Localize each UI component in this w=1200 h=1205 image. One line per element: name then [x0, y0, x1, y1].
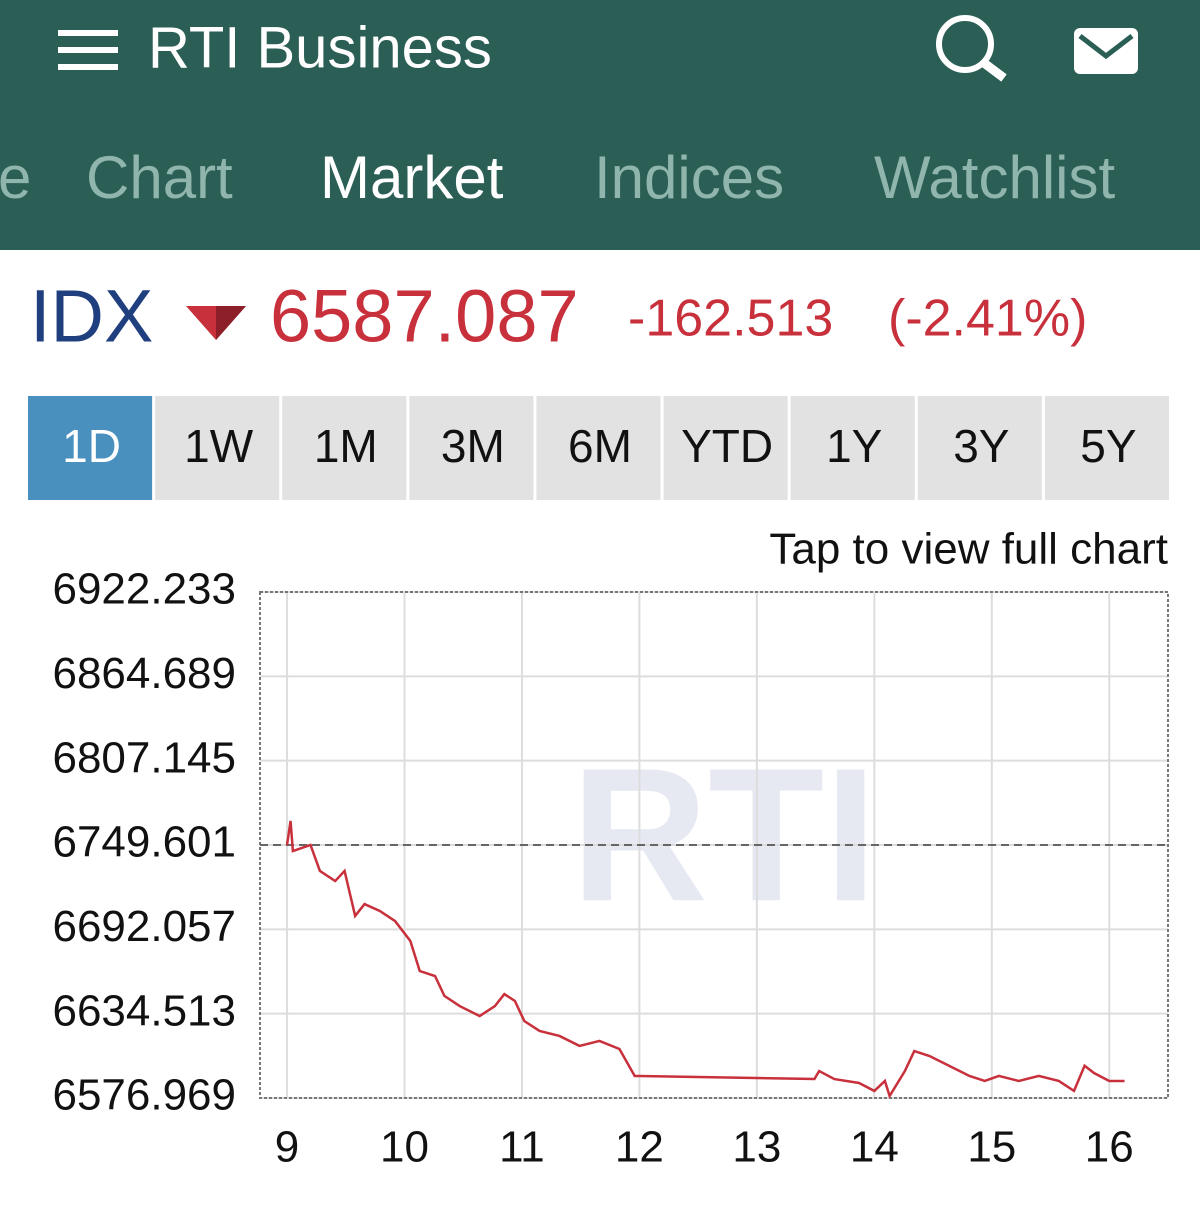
x-tick-label: 13	[732, 1123, 781, 1172]
nav-tab[interactable]: Market	[320, 144, 504, 211]
range-label: YTD	[681, 420, 773, 472]
x-tick-label: 12	[615, 1123, 664, 1172]
range-label: 1M	[314, 420, 378, 472]
watermark: RTI	[571, 729, 877, 941]
price-line	[285, 820, 1125, 1100]
search-icon[interactable]	[936, 15, 1007, 82]
range-button[interactable]	[1044, 396, 1169, 500]
range-button[interactable]	[790, 396, 915, 500]
y-tick-label: 6922.233	[52, 565, 236, 614]
app-title: RTI Business	[148, 15, 492, 80]
range-label: 3M	[441, 420, 505, 472]
range-button[interactable]	[282, 396, 407, 500]
nav-tab[interactable]: Watchlist	[874, 144, 1115, 211]
x-tick-label: 14	[850, 1123, 899, 1172]
y-tick-label: 6749.601	[52, 818, 236, 867]
menu-icon[interactable]	[58, 30, 118, 70]
range-label: 1D	[62, 420, 121, 472]
x-tick-label: 9	[275, 1123, 299, 1172]
range-button[interactable]	[155, 396, 280, 500]
y-tick-label: 6807.145	[52, 733, 236, 782]
symbol: IDX	[30, 275, 153, 358]
range-button[interactable]	[536, 396, 661, 500]
range-label: 1W	[184, 420, 254, 472]
down-arrow-shade	[216, 306, 246, 340]
range-label: 1Y	[826, 420, 882, 472]
x-tick-label: 15	[967, 1123, 1016, 1172]
y-tick-label: 6576.969	[52, 1071, 236, 1120]
range-button[interactable]	[663, 396, 788, 500]
range-button[interactable]	[28, 396, 153, 500]
y-tick-label: 6634.513	[52, 986, 236, 1035]
range-button[interactable]	[409, 396, 534, 500]
x-tick-label: 16	[1085, 1123, 1134, 1172]
full-chart-link[interactable]: Tap to view full chart	[769, 525, 1168, 574]
change: -162.513	[628, 290, 833, 348]
nav-tab[interactable]: Indices	[594, 144, 784, 211]
y-tick-label: 6864.689	[52, 649, 236, 698]
range-button[interactable]	[917, 396, 1042, 500]
y-tick-label: 6692.057	[52, 902, 236, 951]
x-tick-label: 10	[380, 1123, 429, 1172]
nav-tab[interactable]: Chart	[86, 144, 233, 211]
range-label: 3Y	[953, 420, 1009, 472]
range-label: 6M	[568, 420, 632, 472]
nav-tab[interactable]: e	[0, 144, 31, 211]
mail-icon[interactable]	[1074, 28, 1138, 74]
app-bar	[0, 0, 1200, 250]
range-label: 5Y	[1080, 420, 1136, 472]
x-tick-label: 11	[499, 1123, 545, 1172]
price: 6587.087	[270, 275, 579, 358]
change-percent: (-2.41%)	[888, 290, 1087, 348]
